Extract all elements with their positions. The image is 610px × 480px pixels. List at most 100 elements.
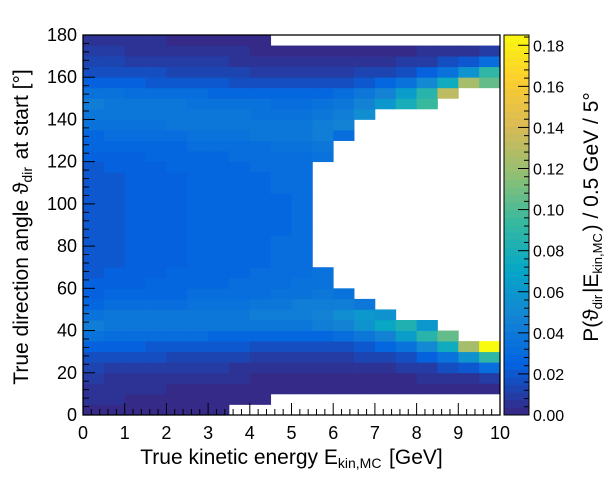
heatmap-cell [145,203,167,215]
heatmap-cell [395,320,417,331]
heatmap-cell [228,130,251,141]
heatmap-cell [166,119,188,131]
heatmap-cell [249,66,272,78]
heatmap-cell [145,277,167,289]
heatmap-cell [249,235,272,247]
heatmap-cell [270,372,292,384]
heatmap-cell [333,362,355,374]
y-axis-title: True direction angle ϑdir at start [°] [10,69,35,384]
colorbar-tick-label: 0.10 [533,203,564,220]
colorbar-swatch [504,316,529,325]
heatmap-cell [187,66,209,78]
colorbar-tick-label: 0.14 [533,120,564,137]
colorbar-swatch [504,384,529,393]
heatmap-cell [249,77,272,89]
colorbar-swatch [504,103,529,112]
heatmap-cell [208,151,230,163]
heatmap-cell [228,320,251,331]
heatmap-cell [103,130,126,141]
heatmap-cell [103,309,126,321]
heatmap-cell [83,140,105,152]
colorbar-tick-label: 0.18 [533,38,564,55]
heatmap-cell [270,309,292,321]
heatmap-cell [270,108,292,120]
heatmap-cell [354,66,376,78]
colorbar-swatch [504,361,529,370]
heatmap-cell [228,256,251,268]
y-tick-label: 0 [67,405,77,425]
heatmap-cell [187,393,209,405]
heatmap-cell [187,203,209,215]
heatmap-cell [208,77,230,89]
heatmap-cell [124,320,146,331]
heatmap-cell [416,45,438,57]
y-tick-label: 100 [47,194,77,214]
heatmap-cell [416,351,438,363]
heatmap-cell [187,56,209,68]
heatmap-cell [145,87,167,99]
heatmap-cell [187,151,209,163]
colorbar-swatch [504,392,529,401]
heatmap-cell [103,161,126,173]
heatmap-cell [103,77,126,89]
heatmap-cell [416,362,438,374]
x-tick-label: 5 [286,423,296,443]
heatmap-cell [312,330,334,342]
heatmap-cell [124,246,146,258]
heatmap-cell [333,130,355,141]
heatmap-cell [166,393,188,405]
colorbar-swatch [504,202,529,211]
heatmap-cell [166,140,188,152]
heatmap-cell [312,362,334,374]
heatmap-cell [166,214,188,226]
heatmap-cell [312,309,334,321]
heatmap-cell [249,182,272,194]
heatmap-cell [124,351,146,363]
heatmap-cell [103,140,126,152]
heatmap-cell [124,172,146,184]
heatmap-cell [249,393,272,405]
heatmap-cell [333,341,355,353]
heatmap-cell [187,383,209,395]
heatmap-cell [354,56,376,68]
heatmap-cell [312,383,334,395]
heatmap-cell [187,98,209,110]
heatmap-cell [187,172,209,184]
heatmap-cell [291,98,313,110]
heatmap-cell [187,267,209,279]
heatmap-cell [270,351,292,363]
heatmap-cell [103,225,126,236]
heatmap-cell [458,56,480,68]
heatmap-cell [208,225,230,236]
x-axis: 0 1 2 3 4 5 6 7 8 9 10 [78,403,510,443]
heatmap-cell [416,66,438,78]
heatmap-cell [395,98,417,110]
heatmap-cell [374,87,397,99]
heatmap-cell [187,161,209,173]
heatmap-cell [83,309,105,321]
heatmap-cell [395,383,417,395]
heatmap-cell [458,372,480,384]
y-tick-label: 180 [47,25,77,45]
heatmap-cell [124,45,146,57]
heatmap-cell [187,235,209,247]
heatmap-cell [145,404,167,416]
heatmap-cell [83,98,105,110]
colorbar-swatch [504,179,529,188]
heatmap-cell [458,383,480,395]
colorbar-tick-label: 0.12 [533,162,564,179]
heatmap-cell [291,362,313,374]
heatmap-cell [208,404,230,416]
heatmap-cell [374,98,397,110]
heatmap-cell [187,404,209,416]
heatmap-cell [208,320,230,331]
heatmap-cell [83,66,105,78]
heatmap-cell [228,161,251,173]
heatmap-cell [166,203,188,215]
colorbar-swatch [504,111,529,120]
heatmap-cell [270,172,292,184]
heatmap-cell [228,351,251,363]
heatmap-cell [83,225,105,236]
heatmap-cell [312,372,334,384]
colorbar-swatch [504,399,529,408]
